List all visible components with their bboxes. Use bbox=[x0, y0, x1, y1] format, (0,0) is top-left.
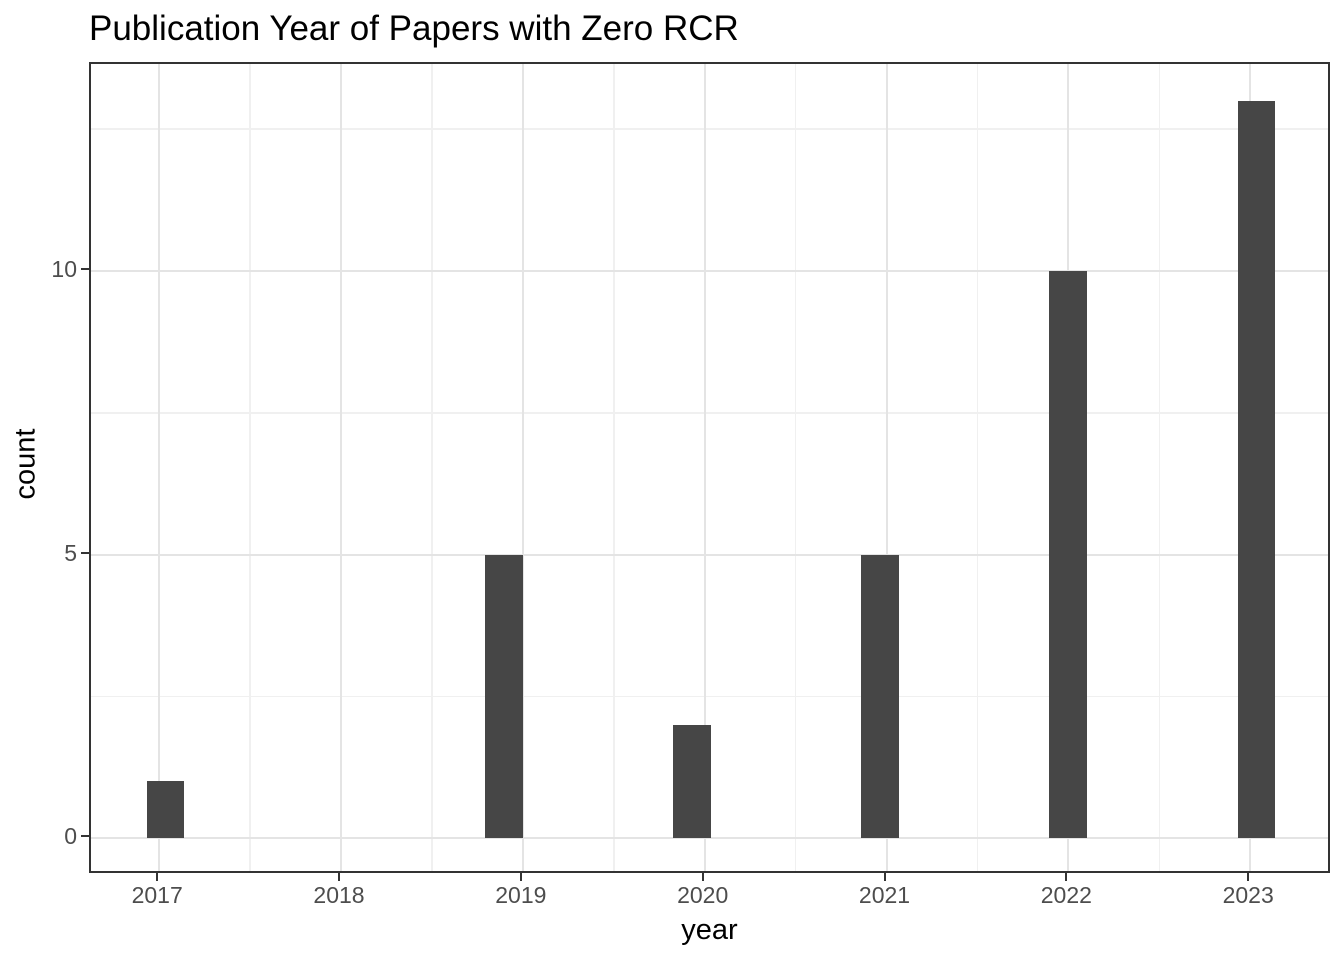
x-minor-gridline bbox=[431, 64, 433, 871]
x-minor-gridline bbox=[794, 64, 797, 871]
bar-2022 bbox=[1049, 271, 1087, 839]
x-major-gridline-2018 bbox=[340, 64, 343, 871]
x-tick-label-2018: 2018 bbox=[313, 882, 365, 908]
x-tick-label-2022: 2022 bbox=[1040, 882, 1092, 908]
y-tick-label-5: 5 bbox=[64, 539, 77, 566]
bar-2023 bbox=[1237, 100, 1276, 839]
x-minor-gridline bbox=[613, 64, 615, 871]
x-tick-label-2023: 2023 bbox=[1222, 882, 1274, 908]
x-tick-label-2021: 2021 bbox=[858, 882, 911, 908]
x-tick-label-2017: 2017 bbox=[131, 882, 183, 908]
y-minor-gridline bbox=[91, 128, 1328, 130]
chart-title: Publication Year of Papers with Zero RCR bbox=[89, 9, 739, 48]
y-tick-mark-0 bbox=[81, 835, 89, 838]
x-major-gridline-2017 bbox=[158, 64, 161, 871]
x-minor-gridline bbox=[1158, 64, 1160, 871]
x-major-gridline-2019 bbox=[521, 64, 524, 871]
x-tick-mark-2022 bbox=[1065, 873, 1068, 881]
x-minor-gridline bbox=[249, 64, 251, 871]
x-tick-mark-2019 bbox=[519, 873, 522, 881]
x-major-gridline-2021 bbox=[885, 64, 888, 871]
y-tick-mark-10 bbox=[81, 268, 89, 270]
x-major-gridline-2020 bbox=[703, 64, 706, 871]
plot-panel bbox=[89, 62, 1330, 873]
bar-2021 bbox=[861, 554, 899, 839]
y-tick-mark-5 bbox=[81, 551, 89, 554]
x-minor-gridline bbox=[976, 64, 979, 871]
x-tick-mark-2023 bbox=[1247, 873, 1250, 881]
y-major-gridline-10 bbox=[91, 270, 1328, 272]
x-tick-mark-2020 bbox=[701, 873, 704, 881]
bar-2020 bbox=[673, 724, 711, 839]
y-major-gridline-0 bbox=[91, 837, 1328, 840]
y-major-gridline-5 bbox=[91, 553, 1328, 556]
x-tick-label-2019: 2019 bbox=[495, 882, 547, 908]
x-tick-mark-2017 bbox=[156, 873, 159, 881]
y-tick-label-10: 10 bbox=[51, 256, 77, 282]
x-tick-label-2020: 2020 bbox=[677, 882, 729, 908]
x-tick-mark-2018 bbox=[338, 873, 341, 881]
y-axis-title: count bbox=[9, 428, 42, 500]
y-minor-gridline bbox=[91, 695, 1328, 698]
y-minor-gridline bbox=[91, 412, 1328, 414]
y-tick-label-0: 0 bbox=[64, 823, 77, 850]
x-tick-mark-2021 bbox=[883, 873, 886, 881]
x-axis-title: year bbox=[681, 914, 738, 946]
bar-2019 bbox=[485, 554, 523, 839]
bar-2017 bbox=[146, 781, 185, 839]
